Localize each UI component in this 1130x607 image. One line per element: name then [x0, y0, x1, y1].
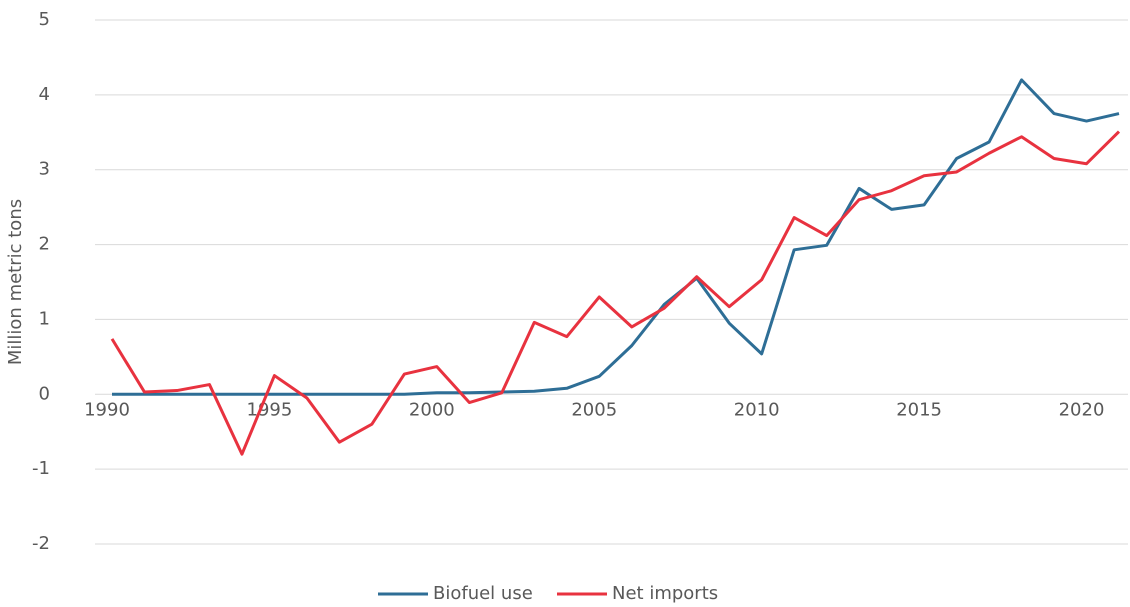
y-axis-label: Million metric tons — [5, 199, 26, 365]
x-tick-label: 2000 — [409, 399, 455, 420]
x-tick-label: 2005 — [571, 399, 617, 420]
line-series — [110, 130, 1121, 456]
y-tick-label: -1 — [32, 458, 50, 479]
y-tick-label: 1 — [39, 308, 50, 329]
legend-label: Biofuel use — [433, 583, 533, 604]
x-tick-label: 2015 — [896, 399, 942, 420]
x-tick-label: 1990 — [84, 399, 130, 420]
line-series — [112, 78, 1120, 396]
y-tick-label: 5 — [39, 9, 50, 30]
y-tick-label: 2 — [39, 234, 50, 255]
x-tick-label: 1995 — [247, 399, 293, 420]
x-tick-label: 2020 — [1059, 399, 1105, 420]
legend-label: Net imports — [612, 583, 718, 604]
y-tick-label: 4 — [39, 84, 50, 105]
x-tick-label: 2010 — [734, 399, 780, 420]
y-tick-label: -2 — [32, 533, 50, 554]
y-tick-label: 3 — [39, 159, 50, 180]
y-tick-label: 0 — [39, 383, 50, 404]
